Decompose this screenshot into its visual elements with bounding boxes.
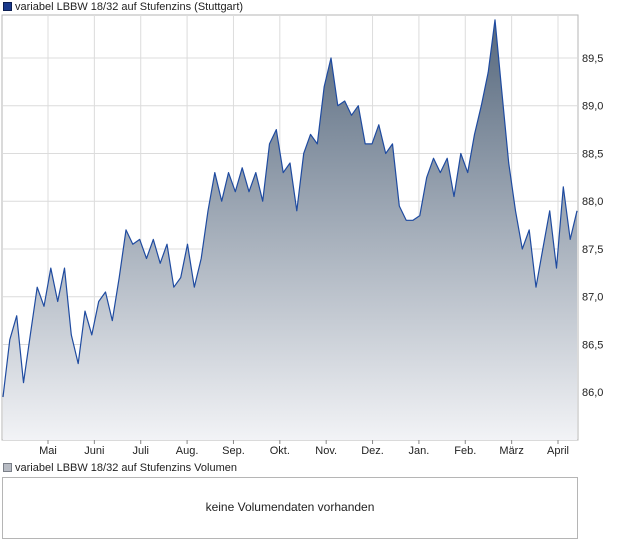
y-axis-ticks: 86,0 86,5 87,0 87,5 88,0 88,5 89,0 89,5 bbox=[582, 53, 603, 399]
x-tick-label: Dez. bbox=[361, 445, 384, 457]
volume-legend-label: variabel LBBW 18/32 auf Stufenzins Volum… bbox=[15, 462, 237, 474]
x-tick-label: Jan. bbox=[409, 445, 430, 457]
y-tick-label: 89,0 bbox=[582, 101, 603, 113]
y-tick-label: 89,5 bbox=[582, 53, 603, 65]
x-tick-label: Okt. bbox=[270, 445, 290, 457]
volume-panel: keine Volumendaten vorhanden bbox=[2, 477, 578, 539]
y-tick-label: 88,0 bbox=[582, 196, 603, 208]
y-tick-label: 86,0 bbox=[582, 387, 603, 399]
x-tick-label: Aug. bbox=[176, 445, 199, 457]
x-tick-label: Juni bbox=[84, 445, 104, 457]
price-area-fill bbox=[3, 19, 577, 441]
price-legend-swatch bbox=[3, 2, 12, 11]
x-tick-label: Mai bbox=[39, 445, 57, 457]
series-layer bbox=[2, 19, 578, 441]
x-axis-ticks: Mai Juni Juli Aug. Sep. Okt. Nov. Dez. Jan. Feb. M… bbox=[39, 440, 569, 457]
x-tick-label: Juli bbox=[132, 445, 149, 457]
x-tick-label: März bbox=[499, 445, 523, 457]
x-tick-label: April bbox=[547, 445, 569, 457]
x-tick-label: Feb. bbox=[454, 445, 476, 457]
y-tick-label: 87,5 bbox=[582, 244, 603, 256]
y-tick-label: 86,5 bbox=[582, 339, 603, 351]
volume-legend: variabel LBBW 18/32 auf Stufenzins Volum… bbox=[3, 461, 237, 475]
price-chart: Mai Juni Juli Aug. Sep. Okt. Nov. Dez. Jan. Feb. M… bbox=[1, 14, 603, 457]
price-legend: variabel LBBW 18/32 auf Stufenzins (Stut… bbox=[3, 0, 243, 14]
y-tick-label: 88,5 bbox=[582, 148, 603, 160]
price-series-line bbox=[2, 19, 578, 398]
volume-empty-message: keine Volumendaten vorhanden bbox=[205, 500, 375, 514]
x-tick-label: Sep. bbox=[222, 445, 245, 457]
y-tick-label: 87,0 bbox=[582, 292, 603, 304]
price-legend-label: variabel LBBW 18/32 auf Stufenzins (Stut… bbox=[15, 1, 244, 13]
x-tick-label: Nov. bbox=[315, 445, 337, 457]
volume-legend-swatch bbox=[3, 463, 12, 472]
